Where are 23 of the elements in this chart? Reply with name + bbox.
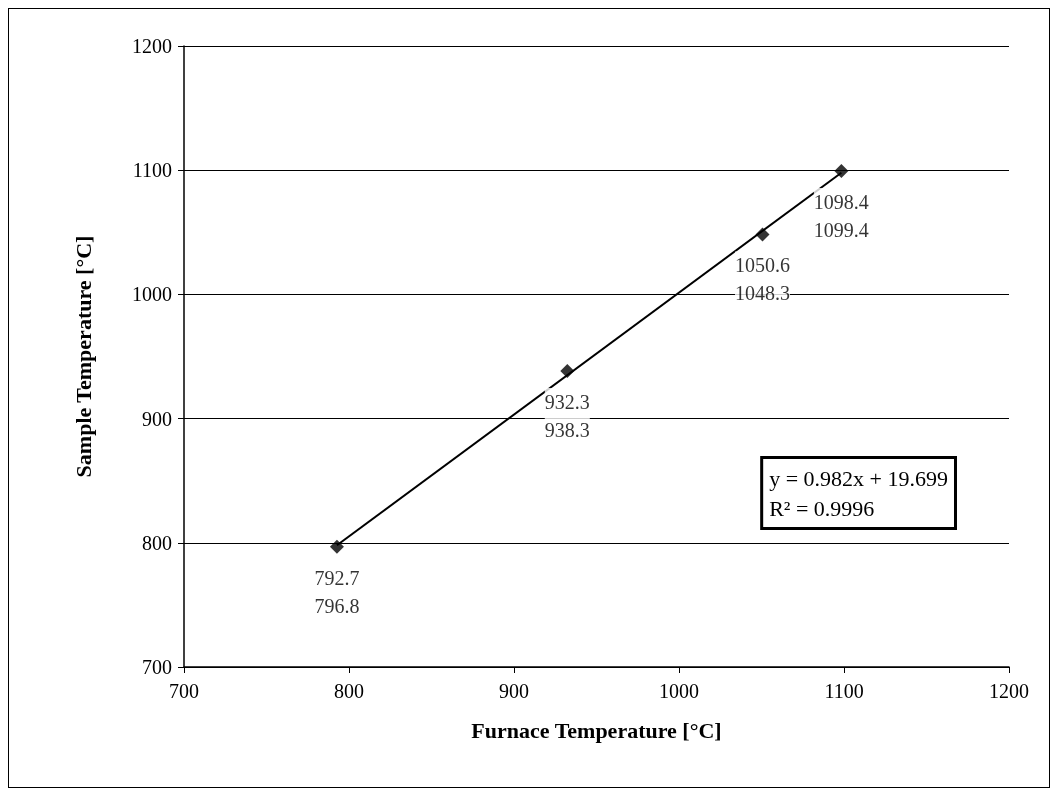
data-label: 932.3 938.3 bbox=[544, 391, 590, 442]
annotation: y = 0.982x + 19.699 R² = 0.9996 bbox=[769, 465, 949, 521]
data-label: 1098.4 1099.4 bbox=[813, 190, 869, 241]
point bbox=[834, 163, 849, 178]
y-axis-title: Sample Temperature [°C] bbox=[70, 235, 96, 478]
data-label: 1050.6 1048.3 bbox=[734, 254, 790, 305]
x-tick-label: 800 bbox=[334, 680, 364, 702]
x-tick-label: 1100 bbox=[824, 680, 864, 702]
y-tick-label: 1100 bbox=[132, 159, 172, 182]
y-tick-label: 900 bbox=[142, 407, 172, 430]
x-tick-label: 900 bbox=[499, 680, 529, 702]
x-tick-label: 700 bbox=[169, 680, 199, 702]
point bbox=[560, 364, 575, 379]
x-tick-label: 1200 bbox=[989, 680, 1029, 702]
y-tick-label: 1200 bbox=[132, 35, 172, 57]
y-tick-label: 1000 bbox=[132, 283, 172, 306]
point bbox=[755, 227, 770, 242]
point bbox=[329, 539, 344, 554]
y-tick-label: 800 bbox=[142, 531, 172, 554]
x-tick-label: 1000 bbox=[659, 680, 699, 702]
data-label: 792.7 796.8 bbox=[314, 566, 360, 617]
x-axis-title: Furnace Temperature [°C] bbox=[471, 717, 722, 743]
y-tick-label: 700 bbox=[142, 656, 172, 678]
